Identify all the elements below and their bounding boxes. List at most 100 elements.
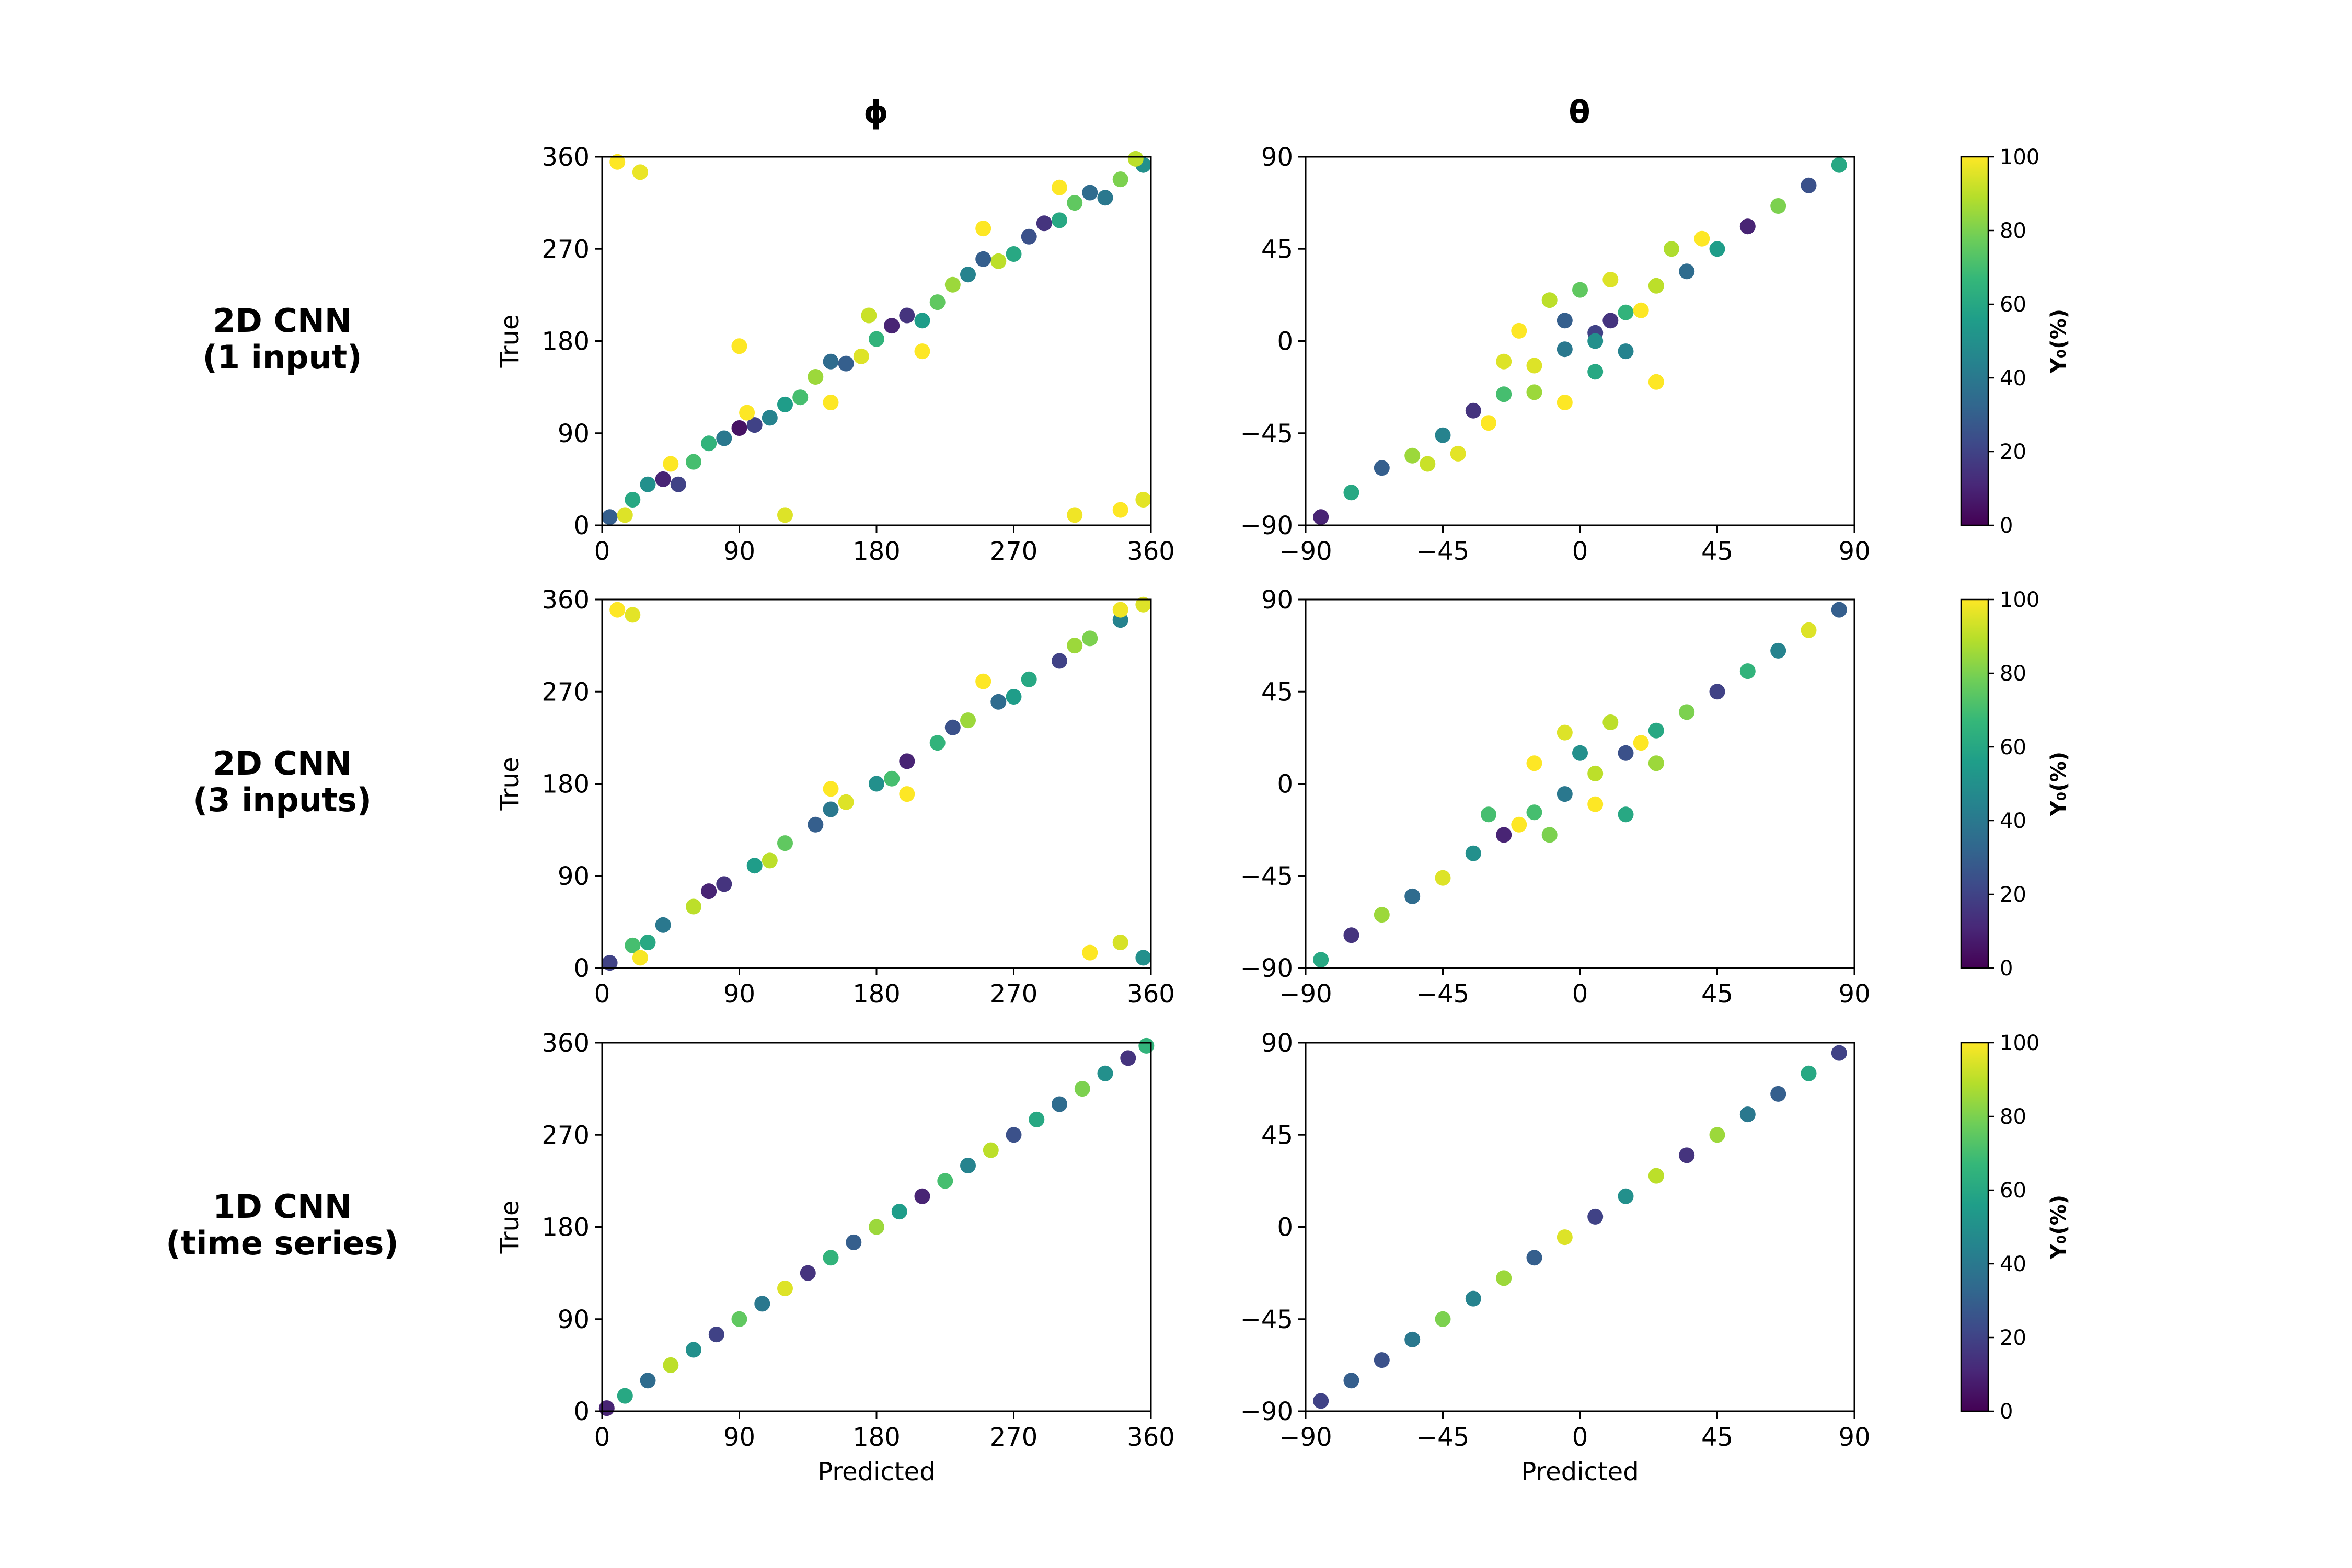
data-point [1374,460,1390,476]
colorbar-tick-label: 40 [2000,1252,2026,1276]
x-tick-label: 180 [852,979,901,1009]
colorbar-tick-label: 100 [2000,145,2039,169]
data-point [1135,492,1151,508]
x-tick-label: 180 [852,537,901,566]
data-point [1770,642,1786,659]
x-tick-label: 0 [1572,979,1588,1009]
data-point [625,937,641,953]
y-tick-label: 180 [541,1213,590,1242]
data-point [1404,447,1421,464]
data-point [602,955,618,971]
data-point [1526,384,1542,400]
data-point [838,355,854,372]
data-point [1420,456,1436,472]
x-tick-label: 360 [1127,979,1175,1009]
data-point [869,1219,884,1235]
data-point [1526,358,1542,374]
data-point [1112,935,1128,950]
scatter-panel-1-2: −90 −45 0 45 90 −90 −45 0 45 90 [1240,143,1871,566]
data-point [1052,653,1067,669]
x-tick-label: 90 [1838,1423,1870,1452]
data-point [1450,445,1466,462]
data-point [891,1204,907,1220]
x-tick-label: −45 [1416,537,1469,566]
data-point [1770,198,1786,214]
data-point [1618,806,1634,823]
data-point [1511,322,1527,339]
data-point [1679,704,1695,720]
data-point [640,476,656,492]
data-point [617,1388,633,1404]
data-point [1082,944,1098,961]
data-point [1496,827,1512,843]
data-point [1587,364,1604,380]
data-point [1541,827,1558,843]
y-tick-label: −90 [1240,511,1293,540]
row-label-2-line1: 2D CNN [213,744,351,782]
data-point [1067,638,1083,654]
colorbar-tick-label: 80 [2000,219,2026,243]
data-point [1435,870,1451,886]
data-point [1587,1208,1604,1225]
data-point [1138,1037,1155,1054]
data-point [1082,630,1098,647]
colorbar-tick-label: 20 [2000,883,2026,907]
data-point [598,1400,615,1416]
data-point [1679,1147,1695,1163]
data-point [1587,333,1604,349]
data-point [1135,950,1151,966]
x-tick-label: −45 [1416,1423,1469,1452]
colorbar-2: 0 20 40 60 80 100 Y₀(%) [1960,588,2071,981]
data-point [708,1327,724,1343]
row-label-3-line1: 1D CNN [213,1187,351,1226]
data-point [869,776,884,792]
data-point [1572,282,1588,298]
data-point [1481,415,1496,431]
data-point [1679,263,1695,280]
data-point [960,712,976,729]
data-point [853,348,869,364]
data-point [944,719,961,735]
data-point [792,389,809,406]
data-point [808,816,824,833]
y-tick-label: 90 [558,419,590,448]
data-point [1526,804,1542,821]
data-point [1831,157,1847,173]
y-tick-label: 270 [541,235,590,264]
x-tick-label: −90 [1279,1423,1332,1452]
y-tick-label: 360 [541,143,590,172]
data-point [701,883,717,900]
data-point [1739,218,1756,235]
data-point [1374,1352,1390,1368]
data-point [899,307,915,324]
data-point [617,507,633,523]
data-point [1557,395,1573,410]
x-tick-label: 90 [723,979,755,1009]
data-point [1602,714,1619,730]
data-point [1831,1045,1847,1061]
data-point [1082,185,1098,201]
data-point [1694,230,1710,247]
data-point [1029,1111,1045,1127]
data-point [640,1373,656,1389]
data-point [625,492,641,508]
data-point [914,343,930,360]
colorbar-tick-label: 40 [2000,809,2026,833]
data-point [975,251,991,267]
data-point [1801,622,1817,638]
y-tick-label: −90 [1240,1397,1293,1426]
data-point [1374,907,1390,923]
y-tick-label: 90 [1261,143,1293,172]
data-point [1709,684,1725,700]
data-point [1618,343,1634,360]
data-point [1664,241,1679,257]
data-point [1343,1373,1359,1389]
colorbar-label: Y₀(%) [2047,1195,2071,1260]
data-point [686,898,701,915]
y-tick-label: 180 [541,327,590,356]
data-point [1739,1106,1756,1123]
data-point [823,801,839,817]
y-tick-label: 90 [558,1305,590,1334]
y-tick-label: 0 [573,1397,590,1426]
data-point [1435,427,1451,443]
